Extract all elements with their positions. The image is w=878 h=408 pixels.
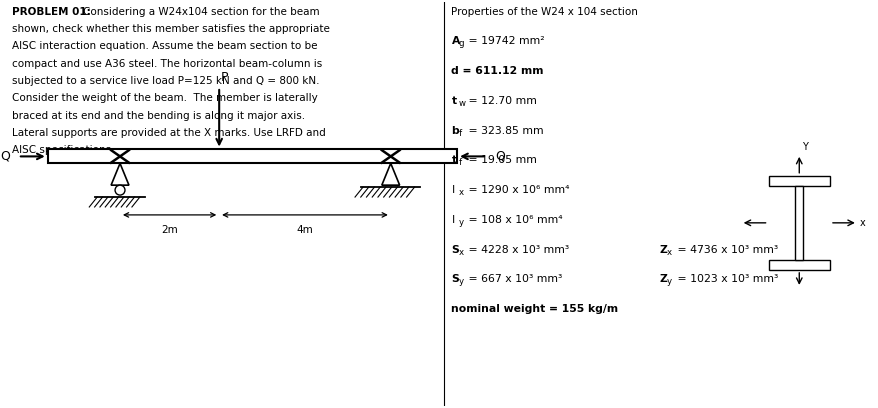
Text: t: t [451, 96, 456, 106]
Text: = 4228 x 10³ mm³: = 4228 x 10³ mm³ [464, 245, 569, 255]
Text: x: x [458, 188, 464, 197]
Text: = 4736 x 10³ mm³: = 4736 x 10³ mm³ [673, 245, 777, 255]
Text: Z: Z [659, 245, 666, 255]
Text: f: f [458, 129, 462, 137]
Text: AISC specifications: AISC specifications [12, 146, 111, 155]
Text: y: y [458, 218, 464, 227]
Bar [795, 186, 802, 260]
Text: = 1290 x 10⁶ mm⁴: = 1290 x 10⁶ mm⁴ [464, 185, 569, 195]
Text: = 19742 mm²: = 19742 mm² [464, 36, 544, 47]
Text: = 667 x 10³ mm³: = 667 x 10³ mm³ [464, 275, 562, 284]
Text: w: w [458, 99, 465, 108]
Text: y: y [458, 277, 464, 286]
Text: S: S [451, 275, 458, 284]
Text: I: I [451, 185, 454, 195]
Text: Properties of the W24 x 104 section: Properties of the W24 x 104 section [451, 7, 637, 17]
Text: 4m: 4m [296, 225, 313, 235]
Text: Consider the weight of the beam.  The member is laterally: Consider the weight of the beam. The mem… [12, 93, 317, 104]
Bar [47, 149, 457, 163]
Text: Y: Y [802, 142, 807, 152]
Text: S: S [451, 245, 458, 255]
Bar [767, 260, 829, 270]
Text: I: I [451, 215, 454, 225]
Text: Lateral supports are provided at the X marks. Use LRFD and: Lateral supports are provided at the X m… [12, 128, 326, 138]
Text: x: x [859, 218, 865, 228]
Text: shown, check whether this member satisfies the appropriate: shown, check whether this member satisfi… [12, 24, 329, 34]
Text: Z: Z [659, 275, 666, 284]
Text: = 12.70 mm: = 12.70 mm [464, 96, 536, 106]
Polygon shape [111, 163, 129, 185]
Text: g: g [458, 40, 464, 49]
Text: = 1023 x 10³ mm³: = 1023 x 10³ mm³ [673, 275, 777, 284]
Text: braced at its end and the bending is along it major axis.: braced at its end and the bending is alo… [12, 111, 305, 121]
Text: x: x [666, 248, 672, 257]
Text: A: A [451, 36, 459, 47]
Text: compact and use A36 steel. The horizontal beam-column is: compact and use A36 steel. The horizonta… [12, 59, 322, 69]
Text: Q: Q [0, 150, 10, 163]
Circle shape [115, 185, 125, 195]
Text: b: b [451, 126, 458, 136]
Text: d = 611.12 mm: d = 611.12 mm [451, 66, 543, 76]
Text: x: x [458, 248, 464, 257]
Text: y: y [666, 277, 672, 286]
Text: = 323.85 mm: = 323.85 mm [464, 126, 543, 136]
Text: nominal weight = 155 kg/m: nominal weight = 155 kg/m [451, 304, 618, 314]
Text: Considering a W24x104 section for the beam: Considering a W24x104 section for the be… [83, 7, 320, 17]
Text: = 108 x 10⁶ mm⁴: = 108 x 10⁶ mm⁴ [464, 215, 562, 225]
Text: P: P [221, 71, 228, 84]
Text: AISC interaction equation. Assume the beam section to be: AISC interaction equation. Assume the be… [12, 41, 317, 51]
Text: = 19.05 mm: = 19.05 mm [464, 155, 536, 165]
Text: f: f [458, 158, 462, 167]
Text: Q: Q [494, 150, 504, 163]
Text: PROBLEM 01:: PROBLEM 01: [12, 7, 90, 17]
Text: 2m: 2m [161, 225, 177, 235]
Bar [767, 176, 829, 186]
Text: subjected to a service live load P=125 kN and Q = 800 kN.: subjected to a service live load P=125 k… [12, 76, 319, 86]
Polygon shape [381, 163, 399, 185]
Text: t: t [451, 155, 456, 165]
